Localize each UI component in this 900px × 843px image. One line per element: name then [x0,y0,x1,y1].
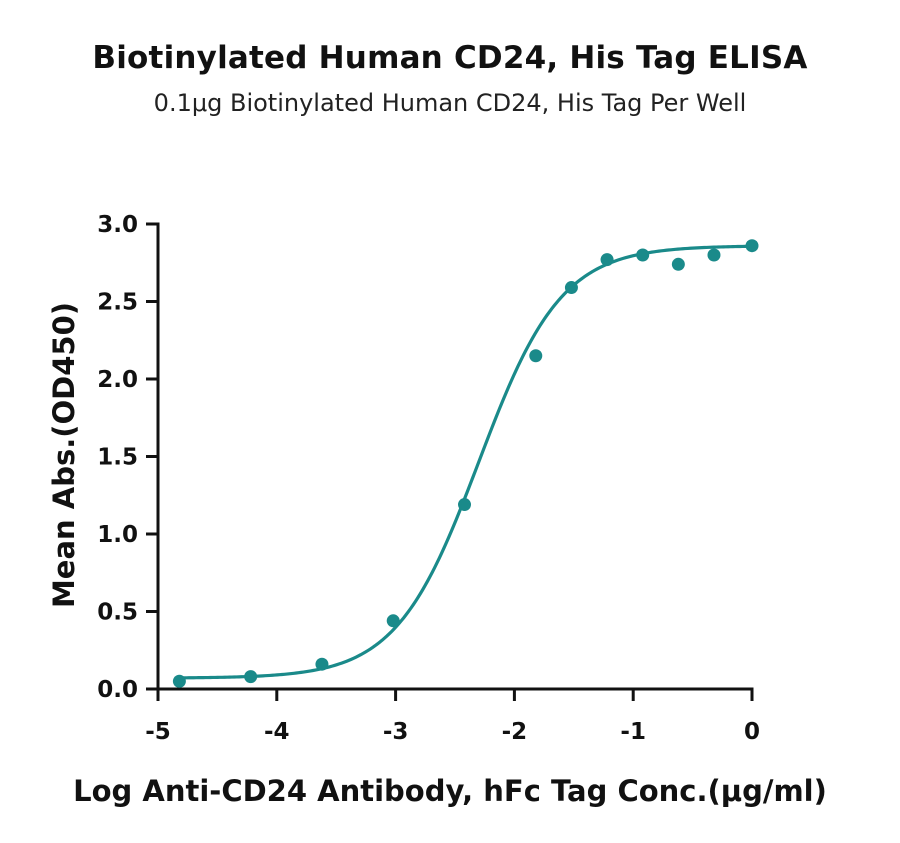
y-ticks: 0.0 0.5 1.0 1.5 2.0 2.5 3.0 [97,212,158,703]
x-tick-label: -5 [145,719,171,745]
chart-title: Biotinylated Human CD24, His Tag ELISA [92,40,808,76]
data-point [458,498,472,512]
data-point [707,248,721,262]
y-tick-label: 1.0 [97,522,138,548]
axes [156,222,754,691]
y-axis-title: Mean Abs.(OD450) [47,302,81,608]
data-point [636,248,650,262]
data-point [671,257,685,271]
data-point [244,670,258,684]
y-tick-label: 0.0 [97,677,138,703]
x-axis-title: Log Anti-CD24 Antibody, hFc Tag Conc.(μg… [73,774,827,808]
fit-curve [179,244,753,680]
data-point [172,674,186,688]
data-points [172,239,759,688]
x-tick-label: -4 [264,719,290,745]
y-tick-label: 3.0 [97,212,138,238]
data-point [529,349,543,363]
data-point [386,614,400,628]
x-tick-label: 0 [744,719,760,745]
y-tick-label: 0.5 [97,600,138,626]
data-point [745,239,759,253]
y-tick-label: 2.0 [97,367,138,393]
x-ticks: -5 -4 -3 -2 -1 0 [145,689,760,745]
chart-subtitle: 0.1μg Biotinylated Human CD24, His Tag P… [153,89,747,117]
x-tick-label: -1 [620,719,646,745]
data-point [315,657,329,671]
x-tick-label: -2 [502,719,528,745]
data-point [600,253,614,267]
x-tick-label: -3 [383,719,409,745]
y-tick-label: 2.5 [97,290,138,316]
y-tick-label: 1.5 [97,445,138,471]
data-point [564,281,578,295]
